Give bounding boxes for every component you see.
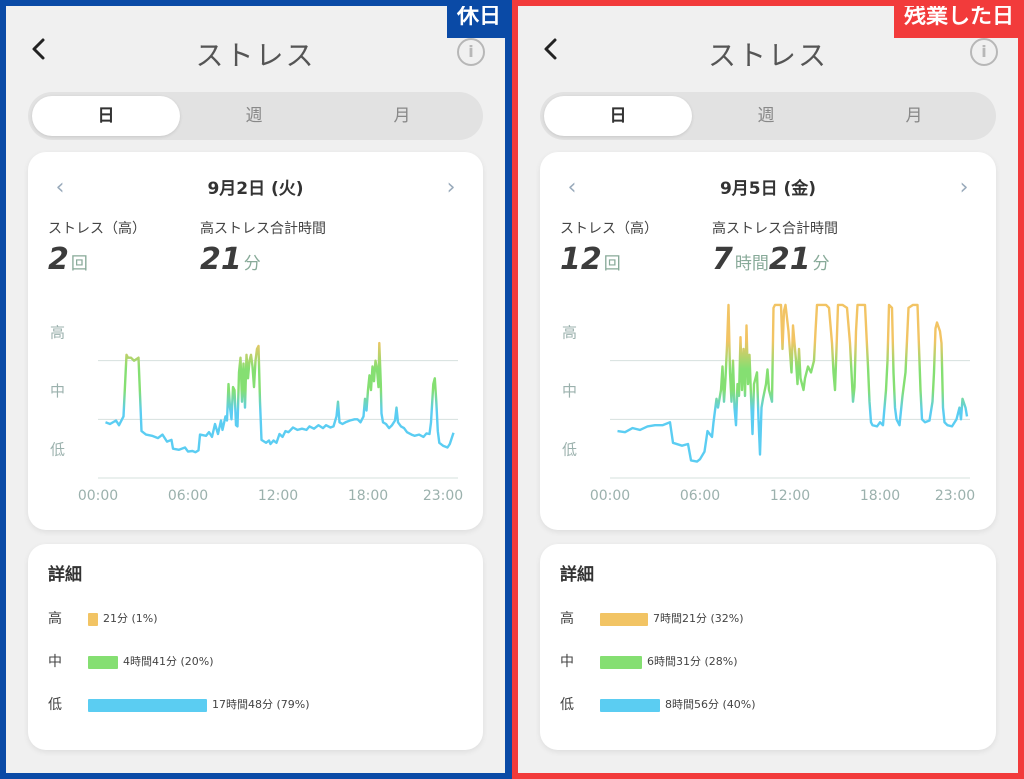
- x-tick-label: 00:00: [590, 488, 630, 504]
- y-level-label: 中: [50, 382, 65, 400]
- detail-value: 7時間21分 (32%): [653, 612, 744, 625]
- stress-count-unit: 回: [603, 254, 621, 274]
- detail-level-label: 高: [560, 611, 574, 627]
- tab-month[interactable]: 月: [905, 106, 923, 126]
- detail-row-mid: 中 6時間31分 (28%): [560, 651, 980, 673]
- tab-week[interactable]: 週: [245, 106, 263, 126]
- stress-count-number: 2: [48, 242, 69, 277]
- period-tabs: 日 週 月: [540, 92, 996, 140]
- detail-row-mid: 中 4時間41分 (20%): [48, 651, 467, 673]
- detail-card: 詳細 高 21分 (1%) 中 4時間41分 (20%) 低 17時間48分 (79%): [28, 544, 483, 750]
- stress-series-line: [617, 303, 969, 463]
- tab-month[interactable]: 月: [393, 106, 411, 126]
- detail-bar: [600, 613, 648, 626]
- high-total-number: 7: [712, 242, 733, 277]
- date-navigator: ‹ 9月2日 (火) ›: [28, 174, 483, 204]
- header: ストレス i: [6, 6, 505, 92]
- tab-week[interactable]: 週: [757, 106, 775, 126]
- y-level-label: 低: [562, 441, 577, 459]
- stress-line-chart: 高中低 00:00 06:00 12:00 18:00 23:00: [562, 303, 975, 504]
- detail-row-high: 高 7時間21分 (32%): [560, 608, 980, 630]
- detail-bar: [600, 699, 660, 712]
- y-level-label: 中: [562, 382, 577, 400]
- back-arrow-icon[interactable]: [540, 34, 562, 64]
- info-icon[interactable]: i: [970, 38, 998, 66]
- detail-row-low: 低 8時間56分 (40%): [560, 694, 980, 716]
- high-total-number: 21: [200, 242, 242, 277]
- back-arrow-icon[interactable]: [28, 34, 50, 64]
- detail-level-label: 低: [48, 697, 62, 713]
- x-tick-label: 23:00: [935, 488, 975, 504]
- high-total-label: 高ストレス合計時間: [712, 221, 838, 237]
- date-label: 9月2日 (火): [207, 179, 304, 199]
- detail-value: 8時間56分 (40%): [665, 698, 756, 711]
- high-total-value: 21 分: [200, 242, 261, 277]
- detail-bar: [88, 656, 118, 669]
- y-level-label: 低: [50, 441, 65, 459]
- high-total-value: 7 時間21 分: [712, 242, 830, 277]
- detail-value: 4時間41分 (20%): [123, 655, 214, 668]
- tab-day[interactable]: 日: [544, 96, 692, 136]
- x-tick-label: 18:00: [860, 488, 900, 504]
- panel-tag: 残業した日: [893, 6, 1018, 38]
- page-title: ストレス: [707, 39, 828, 72]
- detail-value: 17時間48分 (79%): [212, 698, 310, 711]
- x-tick-label: 23:00: [423, 488, 463, 504]
- detail-title: 詳細: [48, 565, 82, 585]
- x-tick-label: 00:00: [78, 488, 118, 504]
- stress-count-label: ストレス（高）: [48, 221, 146, 237]
- detail-level-label: 中: [560, 654, 574, 670]
- stress-series-line: [105, 341, 455, 454]
- detail-level-label: 中: [48, 654, 62, 670]
- stress-count-label: ストレス（高）: [560, 221, 658, 237]
- page-title: ストレス: [195, 39, 316, 72]
- panel-tag: 休日: [446, 6, 505, 38]
- x-tick-label: 12:00: [770, 488, 810, 504]
- stress-count-value: 12 回: [560, 242, 621, 277]
- date-label: 9月5日 (金): [719, 179, 817, 199]
- summary-card: ‹ 9月5日 (金) › ストレス（高） 12 回 高ストレス合計時間 7 時間21…: [540, 152, 996, 530]
- high-total-number: 21: [768, 242, 811, 277]
- stress-count-unit: 回: [70, 254, 88, 274]
- detail-bar: [88, 613, 98, 626]
- next-day-chevron-icon[interactable]: ›: [959, 175, 969, 200]
- next-day-chevron-icon[interactable]: ›: [446, 175, 456, 200]
- prev-day-chevron-icon[interactable]: ‹: [567, 175, 577, 200]
- date-navigator: ‹ 9月5日 (金) ›: [540, 174, 996, 204]
- header: ストレス i: [518, 6, 1018, 92]
- info-icon[interactable]: i: [457, 38, 485, 66]
- y-level-label: 高: [562, 323, 577, 341]
- panel-overtime-day: 残業した日 ストレス i 日 週 月 ‹ 9月5日 (金) › ストレス（高） …: [512, 0, 1024, 779]
- detail-level-label: 高: [48, 611, 62, 627]
- high-total-unit: 分: [243, 254, 261, 274]
- detail-value: 21分 (1%): [103, 612, 158, 625]
- high-total-unit: 時間: [734, 254, 769, 274]
- high-total-unit: 分: [812, 254, 830, 274]
- detail-title: 詳細: [560, 565, 594, 585]
- stress-line-chart: 高中低 00:00 06:00 12:00 18:00 23:00: [50, 323, 463, 504]
- detail-card: 詳細 高 7時間21分 (32%) 中 6時間31分 (28%) 低 8時間56分 (40…: [540, 544, 996, 750]
- x-tick-label: 18:00: [348, 488, 388, 504]
- detail-bar: [600, 656, 642, 669]
- tab-day[interactable]: 日: [32, 96, 180, 136]
- x-tick-label: 06:00: [680, 488, 720, 504]
- detail-row-high: 高 21分 (1%): [48, 608, 467, 630]
- high-total-label: 高ストレス合計時間: [200, 221, 326, 237]
- stress-count-number: 12: [560, 242, 602, 277]
- detail-row-low: 低 17時間48分 (79%): [48, 694, 467, 716]
- y-level-label: 高: [50, 323, 65, 341]
- period-tabs: 日 週 月: [28, 92, 483, 140]
- detail-bar: [88, 699, 207, 712]
- detail-level-label: 低: [560, 697, 574, 713]
- detail-value: 6時間31分 (28%): [647, 655, 738, 668]
- x-tick-label: 12:00: [258, 488, 298, 504]
- prev-day-chevron-icon[interactable]: ‹: [55, 175, 65, 200]
- x-tick-label: 06:00: [168, 488, 208, 504]
